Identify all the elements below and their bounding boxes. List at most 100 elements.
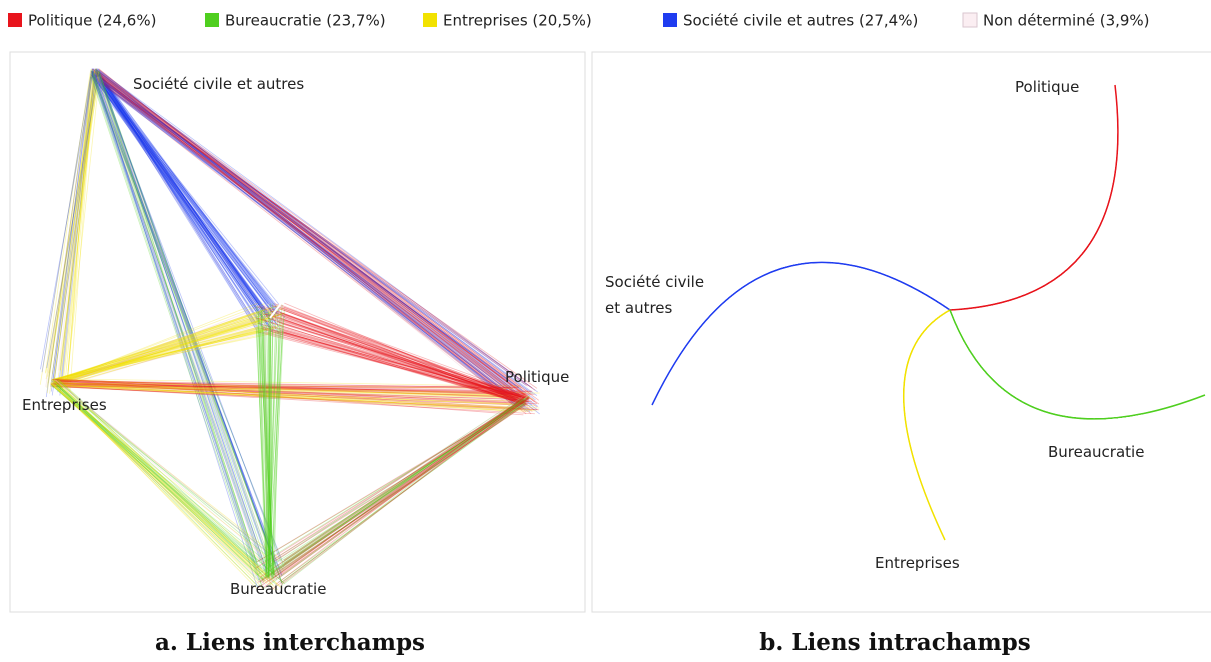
link (50, 320, 261, 386)
link (96, 72, 533, 406)
link (258, 397, 529, 589)
link (54, 331, 274, 382)
link (61, 72, 97, 388)
link (97, 70, 260, 306)
link (93, 76, 269, 304)
link (55, 380, 518, 389)
link (279, 325, 526, 399)
link (51, 384, 278, 586)
link (54, 311, 269, 381)
link (96, 70, 260, 306)
link (51, 384, 268, 584)
link (276, 321, 527, 397)
link (265, 315, 529, 399)
link (259, 319, 271, 571)
link (55, 379, 285, 575)
link (273, 318, 280, 574)
link (283, 398, 523, 583)
link (90, 70, 269, 328)
caption: a. Liens interchamps (155, 629, 425, 656)
link (90, 74, 516, 395)
link (52, 379, 274, 586)
link (95, 75, 527, 386)
link (98, 70, 529, 391)
link (91, 71, 283, 576)
link (268, 327, 278, 573)
link (51, 383, 522, 400)
panel-a-frame (9, 51, 586, 613)
link (59, 313, 278, 379)
link (98, 75, 268, 574)
link (98, 75, 266, 333)
link (58, 380, 540, 411)
link (90, 75, 524, 399)
link (96, 74, 264, 308)
link (40, 76, 93, 370)
link (51, 384, 532, 394)
link (66, 76, 100, 382)
link (95, 69, 281, 562)
link (90, 77, 280, 328)
link (257, 399, 524, 583)
link (51, 312, 285, 384)
link (51, 382, 530, 398)
link (55, 328, 264, 383)
link (51, 309, 265, 387)
link (55, 382, 272, 580)
link (50, 70, 94, 387)
link (53, 380, 517, 398)
link (53, 385, 513, 409)
link (95, 75, 271, 567)
link (93, 69, 273, 320)
link (90, 73, 526, 411)
link (93, 74, 517, 406)
link (52, 382, 526, 403)
link (94, 76, 262, 319)
link (51, 385, 535, 415)
link (51, 382, 536, 407)
node-label: Entreprises (875, 554, 960, 572)
link (52, 380, 533, 392)
link (51, 383, 523, 393)
link (99, 73, 525, 401)
link (91, 70, 267, 575)
link (96, 68, 264, 312)
link (255, 328, 269, 578)
link (54, 384, 529, 412)
link (56, 317, 267, 386)
link (57, 384, 280, 562)
link (258, 312, 268, 579)
link (92, 71, 532, 414)
link (258, 331, 268, 576)
link (266, 304, 283, 572)
link (258, 305, 527, 399)
link (58, 320, 270, 383)
link (51, 382, 517, 396)
link (50, 384, 273, 567)
link (96, 76, 272, 588)
link (949, 309, 1206, 420)
link (284, 319, 526, 399)
link (97, 71, 533, 389)
link (92, 70, 539, 408)
link (260, 399, 525, 591)
link (267, 396, 528, 564)
link (52, 76, 92, 380)
link (98, 71, 264, 590)
link (91, 73, 261, 574)
link (92, 75, 286, 319)
link (90, 70, 525, 394)
link (257, 311, 275, 576)
link (283, 330, 523, 403)
link (56, 313, 274, 385)
link (98, 76, 274, 316)
link (54, 387, 272, 561)
link (45, 71, 100, 373)
link (53, 382, 514, 390)
link (54, 379, 519, 398)
link (56, 303, 279, 382)
link (53, 385, 521, 388)
link (52, 308, 283, 381)
legend: Politique (24,6%) Bureaucratie (23,7%) Ent… (8, 12, 1150, 30)
